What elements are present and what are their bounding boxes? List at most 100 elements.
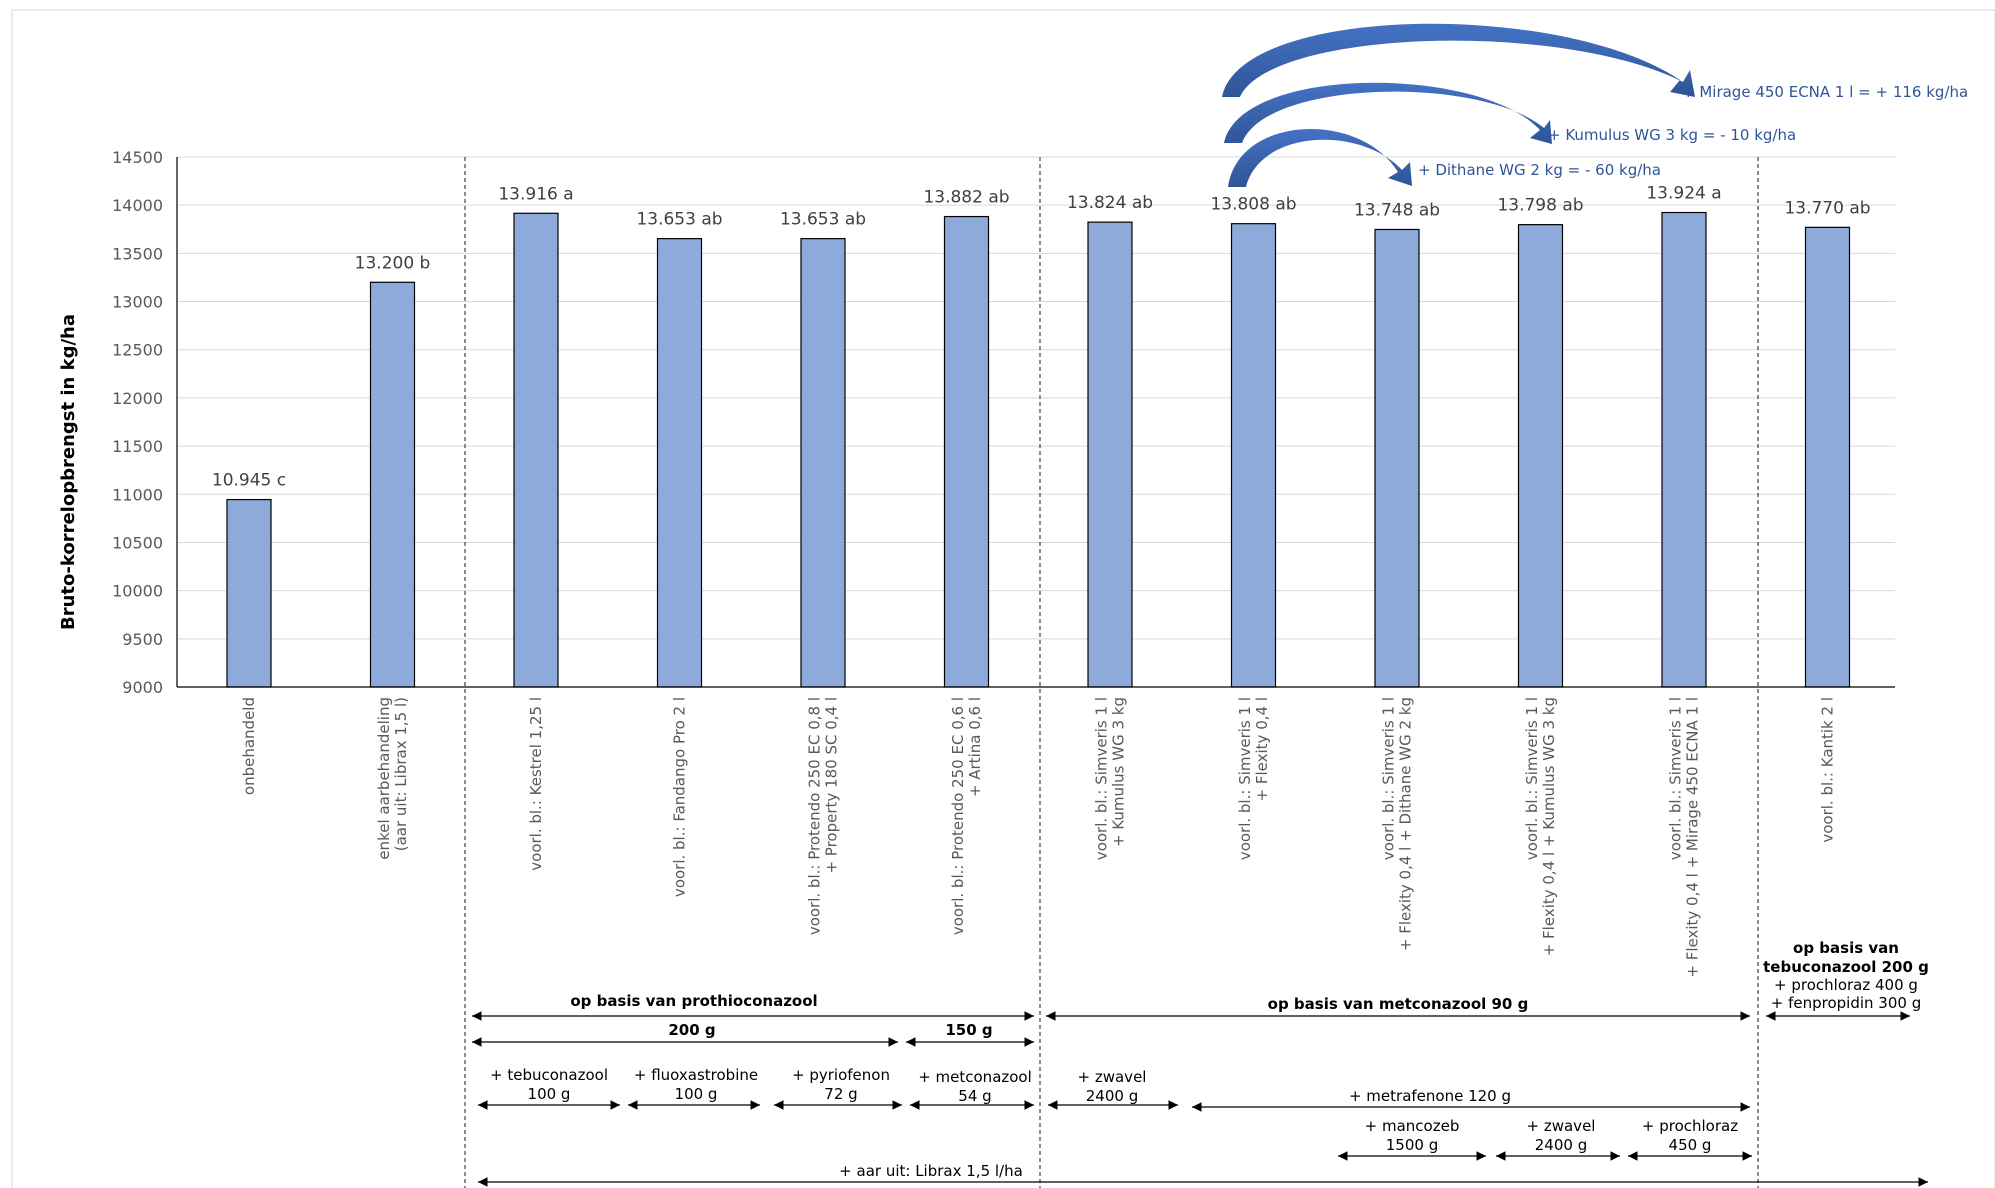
arrow-kumulus [1224,82,1552,144]
arrow-mirage [1222,23,1695,97]
bar [226,498,272,688]
bar-value-label: 13.808 ab [1210,195,1296,215]
bar-value-label: 10.945 c [212,471,286,491]
annotation-dithane: + Dithane WG 2 kg = - 60 kg/ha [1418,161,1661,179]
bar [943,215,990,688]
y-tick-label: 9500 [122,630,163,649]
bar-value-label: 13.798 ab [1497,196,1583,216]
group-tebuconazool-title-1: op basis van [1793,939,1899,957]
category-label: voorl. bl.: Kantik 2 l [1819,697,1837,843]
bar-value-label: 13.924 a [1646,184,1721,204]
y-tick-label: 14000 [112,196,163,215]
category-label-line: voorl. bl.: Simveris 1 l [1093,697,1111,860]
bar [1374,228,1420,688]
bar [1804,226,1851,688]
category-label-line: + Kumulus WG 3 kg [1110,697,1128,847]
add-mancozeb-name: + mancozeb [1365,1117,1460,1135]
chart-border [11,9,1995,1188]
y-axis-ticks: 9000 9500 10000 10500 11000 11500 12000 12500 13… [112,148,163,697]
bar [369,281,416,688]
y-tick-label: 13000 [112,293,163,312]
group-tebuconazool-line-2: + fenpropidin 300 g [1771,994,1921,1012]
bar-value-label: 13.916 a [498,184,573,204]
add-metrafenone: + metrafenone 120 g [1349,1087,1511,1105]
category-label-line: + Flexity 0,4 l + Mirage 450 ECNA 1 l [1684,697,1702,978]
category-label: voorl. bl.: Simveris 1 l + Flexity 0,4 l [1236,697,1271,860]
add-metconazool-name: + metconazool [918,1068,1032,1086]
add-zwavel-2-dose: 2400 g [1535,1136,1587,1154]
category-label-line: voorl. bl.: Simveris 1 l [1523,697,1541,860]
add-fluoxastrobine-dose: 100 g [675,1085,718,1103]
bars [226,211,1851,688]
category-label: enkel aarbehandeling (aar uit: Librax 1,5… [375,697,410,860]
y-tick-label: 10000 [112,582,163,601]
bar-value-label: 13.653 ab [636,210,722,230]
add-mancozeb-dose: 1500 g [1386,1136,1438,1154]
y-tick-label: 12500 [112,341,163,360]
category-label-line: onbehandeld [240,697,258,795]
category-label-line: voorl. bl.: Simveris 1 l [1236,697,1254,860]
bar [513,212,559,688]
category-label-line: voorl. bl.: Kantik 2 l [1819,697,1837,843]
category-label-line: voorl. bl.: Simveris 1 l [1380,697,1398,860]
group-150g-title: 150 g [945,1021,992,1039]
category-label: onbehandeld [240,697,258,795]
category-label: voorl. bl.: Simveris 1 l + Flexity 0,4 l … [1667,697,1702,978]
add-zwavel-2-name: + zwavel [1527,1117,1596,1135]
add-tebuconazool-dose: 100 g [528,1085,571,1103]
category-label-line: + Property 180 SC 0,4 l [823,697,841,874]
category-label: voorl. bl.: Kestrel 1,25 l [527,697,545,871]
bar [656,238,703,688]
y-tick-label: 13500 [112,244,163,263]
y-tick-label: 9000 [122,678,163,697]
category-label-line: + Flexity 0,4 l + Kumulus WG 3 kg [1540,697,1558,956]
add-zwavel-1-name: + zwavel [1078,1068,1147,1086]
group-tebuconazool-title-2: tebuconazool 200 g [1763,958,1929,976]
category-label: voorl. bl.: Simveris 1 l + Kumulus WG 3 k… [1093,697,1128,860]
bar-value-label: 13.653 ab [780,210,866,230]
y-tick-label: 14500 [112,148,163,167]
add-fluoxastrobine-name: + fluoxastrobine [634,1066,758,1084]
category-label-line: voorl. bl.: Fandango Pro 2 l [671,697,689,897]
add-tebuconazool-name: + tebuconazool [490,1066,608,1084]
category-label-line: + Flexity 0,4 l + Dithane WG 2 kg [1397,697,1415,951]
group-tebuconazool-line-1: + prochloraz 400 g [1774,976,1918,994]
category-label-line: voorl. bl.: Simveris 1 l [1667,697,1685,860]
category-label: voorl. bl.: Protendo 250 EC 0,8 l + Prope… [806,697,841,935]
y-tick-label: 11000 [112,485,163,504]
category-label: voorl. bl.: Protendo 250 EC 0,6 l + Artin… [949,697,984,935]
category-label-line: voorl. bl.: Protendo 250 EC 0,8 l [806,697,824,935]
add-aar-uit: + aar uit: Librax 1,5 l/ha [839,1162,1023,1180]
bar-value-labels: 10.945 c 13.200 b 13.916 a 13.653 ab 13.653 … [212,184,1871,491]
category-label-line: + Artina 0,6 l [966,697,984,797]
annotation-mirage: + Mirage 450 ECNA 1 l = + 116 kg/ha [1682,83,1968,101]
add-pyriofenon-dose: 72 g [824,1085,857,1103]
group-prothioconazool-title: op basis van prothioconazool [570,992,817,1010]
add-prochloraz-dose: 450 g [1669,1136,1712,1154]
category-label-line: voorl. bl.: Kestrel 1,25 l [527,697,545,871]
category-label-line: + Flexity 0,4 l [1253,697,1271,801]
gridlines [177,156,1895,640]
bar-value-label: 13.770 ab [1784,198,1870,218]
bar-value-label: 13.824 ab [1067,193,1153,213]
y-tick-label: 12000 [112,389,163,408]
y-tick-label: 10500 [112,533,163,552]
category-label-line: enkel aarbehandeling [375,697,393,860]
add-pyriofenon-name: + pyriofenon [792,1066,890,1084]
add-metconazool-dose: 54 g [958,1087,991,1105]
category-label: voorl. bl.: Fandango Pro 2 l [671,697,689,897]
bar-value-label: 13.882 ab [923,188,1009,208]
y-axis-label: Bruto-korrelopbrengst in kg/ha [58,314,79,630]
category-label: voorl. bl.: Simveris 1 l + Flexity 0,4 l … [1523,697,1558,956]
bar-value-label: 13.200 b [355,253,431,273]
bar [1230,223,1277,688]
y-tick-label: 11500 [112,437,163,456]
group-200g-title: 200 g [668,1021,715,1039]
bar [800,238,846,688]
bar [1661,211,1707,688]
group-metconazool-title: op basis van metconazool 90 g [1268,995,1529,1013]
add-zwavel-1-dose: 2400 g [1086,1087,1138,1105]
add-prochloraz-name: + prochloraz [1642,1117,1738,1135]
category-label-line: voorl. bl.: Protendo 250 EC 0,6 l [949,697,967,935]
